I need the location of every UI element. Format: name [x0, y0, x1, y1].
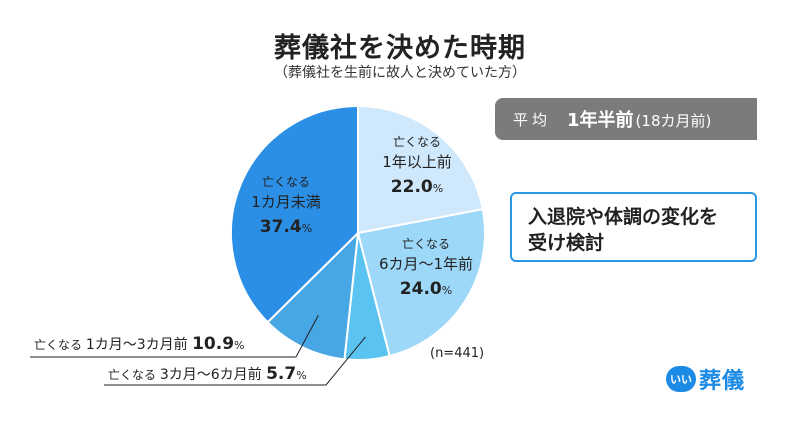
- slice-label-period: 6カ月〜1年前: [379, 255, 473, 273]
- sample-size-note: (n=441): [430, 346, 484, 361]
- reason-line-2: 受け検討: [528, 232, 605, 254]
- chart-title: 葬儀社を決めた時期: [274, 33, 526, 64]
- slice-label-4: 亡くなる 1カ月未満 37.4%: [251, 175, 321, 237]
- slice-label-prefix: 亡くなる: [393, 135, 441, 149]
- average-badge: 平均 1年半前 (18カ月前): [495, 98, 757, 140]
- slice-value-unit: %: [296, 369, 306, 382]
- brand-name: 葬儀: [699, 369, 746, 394]
- slice-value-number: 10.9: [192, 334, 234, 354]
- pie-slice-1: [356, 208, 486, 358]
- slice-value-number: 22.0: [391, 177, 433, 197]
- reason-callout: 入退院や体調の変化を 受け検討: [510, 192, 757, 262]
- slice-value-number: 37.4: [260, 217, 302, 237]
- average-value: 1年半前 (18カ月前): [567, 106, 711, 132]
- pie-slice-3: [266, 230, 360, 361]
- brand-logo: いい 葬儀: [666, 366, 746, 394]
- slice-label-0: 亡くなる 1年以上前 22.0%: [382, 135, 452, 197]
- slice-value-unit: %: [433, 182, 443, 195]
- reason-line-1: 入退院や体調の変化を: [528, 206, 719, 228]
- slice-label-prefix: 亡くなる: [402, 237, 450, 251]
- slice-label-value: 37.4%: [260, 217, 312, 237]
- slice-value-unit: %: [442, 284, 452, 297]
- slice-value-number: 24.0: [400, 279, 442, 299]
- chart-subtitle: （葬儀社を生前に故人と決めていた方）: [274, 65, 526, 81]
- slice-label-period: 1年以上前: [382, 153, 452, 171]
- average-value-main: 1年半前: [567, 110, 634, 131]
- slice-label-prefix: 亡くなる: [108, 368, 160, 382]
- slice-label-2: 亡くなる 3カ月〜6カ月前 5.7%: [108, 364, 307, 384]
- slice-label-prefix: 亡くなる: [34, 338, 86, 352]
- slice-value-number: 5.7: [266, 364, 296, 384]
- slice-label-1: 亡くなる 6カ月〜1年前 24.0%: [379, 237, 473, 299]
- leader-line-2: [104, 336, 366, 386]
- slice-label-period: 1カ月〜3カ月前: [86, 336, 192, 353]
- slice-label-value: 24.0%: [400, 279, 452, 299]
- slice-label-period: 3カ月〜6カ月前: [160, 366, 266, 383]
- pie-slice-0: [357, 104, 484, 235]
- leader-line-3: [30, 315, 319, 358]
- slice-label-period: 1カ月未満: [251, 193, 321, 211]
- slice-value-unit: %: [302, 222, 312, 235]
- average-value-note: (18カ月前): [635, 112, 712, 130]
- slice-label-prefix: 亡くなる: [262, 175, 310, 189]
- average-label: 平均: [513, 110, 552, 129]
- brand-badge: いい: [666, 366, 696, 392]
- pie-slice-4: [230, 104, 359, 324]
- slice-label-3: 亡くなる 1カ月〜3カ月前 10.9%: [34, 334, 245, 354]
- slice-label-value: 22.0%: [391, 177, 443, 197]
- slice-value-unit: %: [234, 339, 244, 352]
